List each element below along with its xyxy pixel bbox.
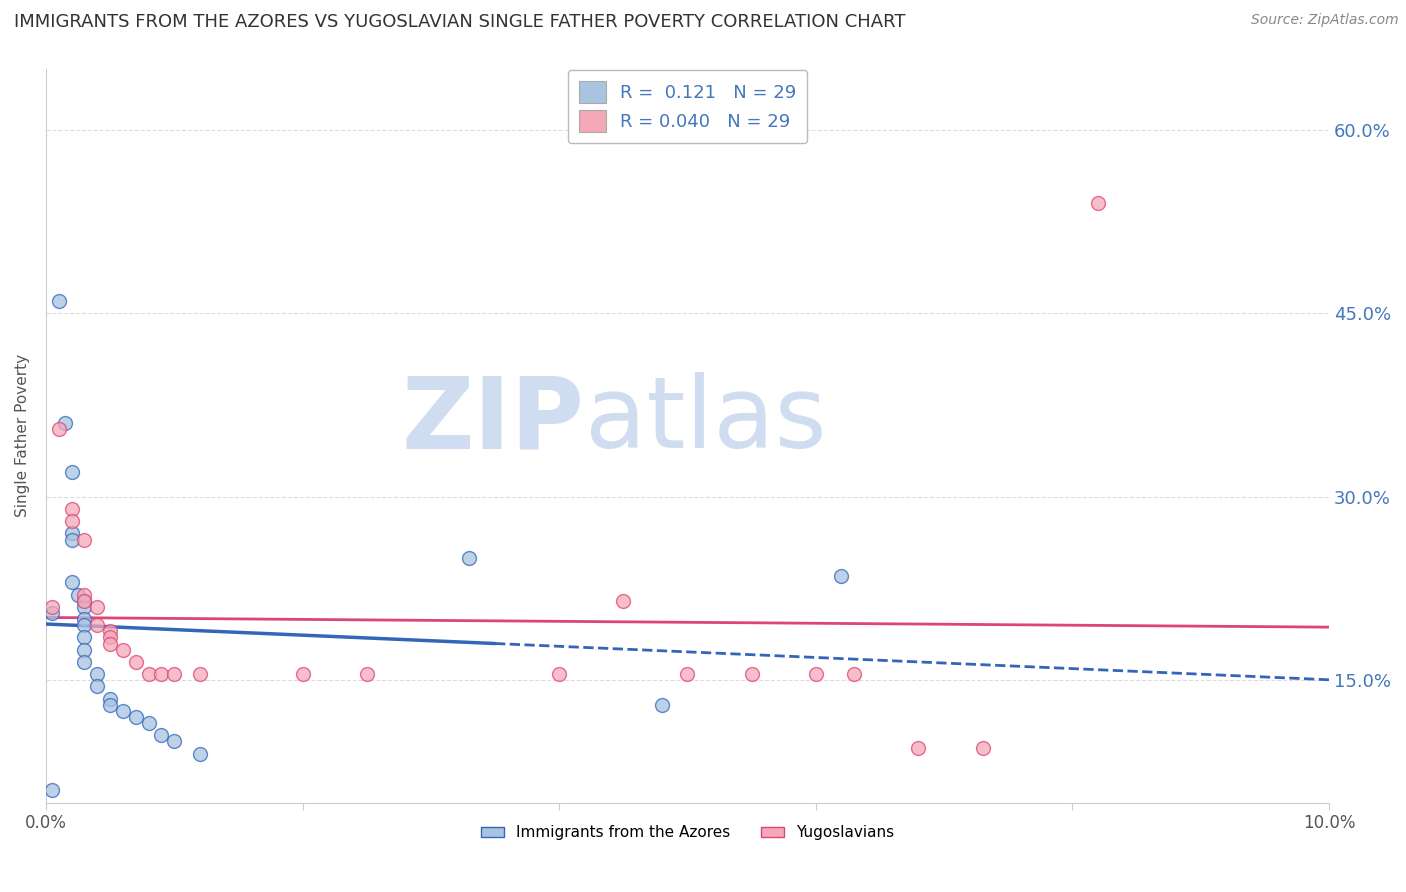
Point (86, 679, 108, 693)
Point (41, 606, 63, 620)
Point (111, 704, 134, 718)
Point (98, 698, 121, 712)
Point (73, 618, 96, 632)
Point (73, 655, 96, 669)
Point (60, 514, 83, 528)
Point (48, 293, 70, 308)
Point (98, 691, 121, 706)
Point (804, 667, 827, 681)
Point (73, 593, 96, 607)
Point (67, 588, 90, 602)
Point (73, 612, 96, 626)
Point (138, 716, 160, 731)
Legend: R =  0.121   N = 29, R = 0.040   N = 29: R = 0.121 N = 29, R = 0.040 N = 29 (568, 70, 807, 143)
Text: atlas: atlas (585, 372, 827, 469)
Point (86, 599, 108, 614)
Point (291, 667, 314, 681)
Text: Source: ZipAtlas.com: Source: ZipAtlas.com (1251, 13, 1399, 28)
Point (741, 667, 763, 681)
Point (612, 593, 634, 607)
Point (188, 747, 211, 761)
Point (163, 734, 186, 748)
Point (60, 533, 83, 547)
Point (60, 465, 83, 479)
Point (41, 783, 63, 797)
Point (844, 667, 866, 681)
Point (98, 631, 121, 645)
Point (73, 642, 96, 657)
Point (60, 502, 83, 516)
Text: IMMIGRANTS FROM THE AZORES VS YUGOSLAVIAN SINGLE FATHER POVERTY CORRELATION CHAR: IMMIGRANTS FROM THE AZORES VS YUGOSLAVIA… (14, 13, 905, 31)
Point (830, 569, 852, 583)
Point (125, 710, 148, 724)
Point (86, 667, 108, 681)
Text: ZIP: ZIP (402, 372, 585, 469)
Point (73, 593, 96, 607)
Point (125, 655, 148, 669)
Point (458, 550, 481, 565)
Point (98, 636, 121, 650)
Point (163, 667, 186, 681)
Point (73, 588, 96, 602)
Point (972, 740, 994, 755)
Y-axis label: Single Father Poverty: Single Father Poverty (15, 354, 30, 517)
Point (188, 667, 211, 681)
Point (98, 624, 121, 639)
Point (676, 667, 699, 681)
Point (60, 575, 83, 590)
Point (150, 728, 173, 742)
Point (111, 642, 134, 657)
Point (48, 422, 70, 436)
Point (53, 417, 76, 431)
Point (138, 667, 160, 681)
Point (73, 533, 96, 547)
Point (356, 667, 378, 681)
Point (86, 618, 108, 632)
Point (60, 526, 83, 541)
Point (651, 698, 673, 712)
Point (1087, 196, 1109, 211)
Point (41, 599, 63, 614)
Point (548, 667, 571, 681)
Point (73, 599, 96, 614)
Point (73, 631, 96, 645)
Point (907, 740, 929, 755)
Point (150, 667, 173, 681)
